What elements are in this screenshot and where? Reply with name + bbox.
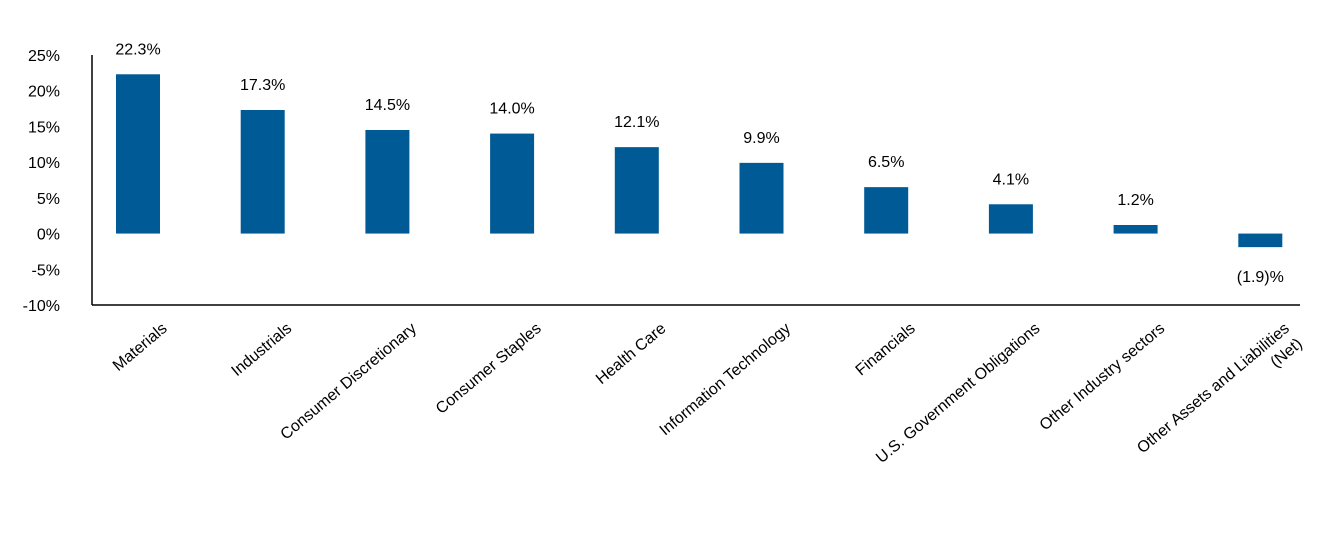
y-tick-label: -5% (32, 262, 60, 279)
data-label: 12.1% (614, 114, 659, 131)
y-tick-label: -10% (23, 298, 60, 315)
data-label: 1.2% (1117, 192, 1153, 209)
category-label: Other Assets and Liabilities(Net) (1134, 320, 1306, 472)
category-label: Consumer Discretionary (278, 320, 420, 443)
data-label: 4.1% (993, 171, 1029, 188)
category-label: Health Care (593, 320, 669, 388)
y-tick-label: 10% (28, 155, 60, 172)
bar (490, 133, 535, 234)
bar (1113, 225, 1158, 234)
y-tick-label: 5% (37, 191, 60, 208)
data-label: 6.5% (868, 154, 904, 171)
axes (91, 55, 1300, 306)
category-label: Consumer Staples (433, 320, 545, 418)
data-label: 14.5% (365, 97, 410, 114)
y-axis-ticks: 25% 20% 15% 10% 5% 0% -5% -10% (23, 48, 60, 315)
bar (116, 74, 160, 234)
data-label: 22.3% (115, 41, 160, 58)
data-labels: 22.3% 17.3% 14.5% 14.0% 12.1% 9.9% 6.5% 4.1% 1.2… (115, 41, 1284, 286)
category-label: Industrials (228, 320, 295, 380)
data-label: (1.9)% (1237, 269, 1284, 286)
y-tick-label: 15% (28, 119, 60, 136)
bar (240, 110, 285, 234)
bar (988, 204, 1033, 234)
bars (116, 74, 1283, 248)
data-label: 9.9% (743, 130, 779, 147)
y-tick-label: 25% (28, 48, 60, 65)
category-label: Financials (853, 320, 919, 379)
category-label: Materials (110, 320, 171, 375)
bar (614, 147, 659, 234)
category-label: Information Technology (657, 320, 794, 439)
data-label: 14.0% (489, 101, 534, 118)
bar (864, 187, 909, 234)
bar (1238, 233, 1283, 248)
category-label: Other Industry sectors (1037, 320, 1168, 434)
y-tick-label: 20% (28, 84, 60, 101)
data-label: 17.3% (240, 77, 285, 94)
bar (365, 130, 410, 234)
y-tick-label: 0% (37, 227, 60, 244)
bar (739, 162, 784, 234)
